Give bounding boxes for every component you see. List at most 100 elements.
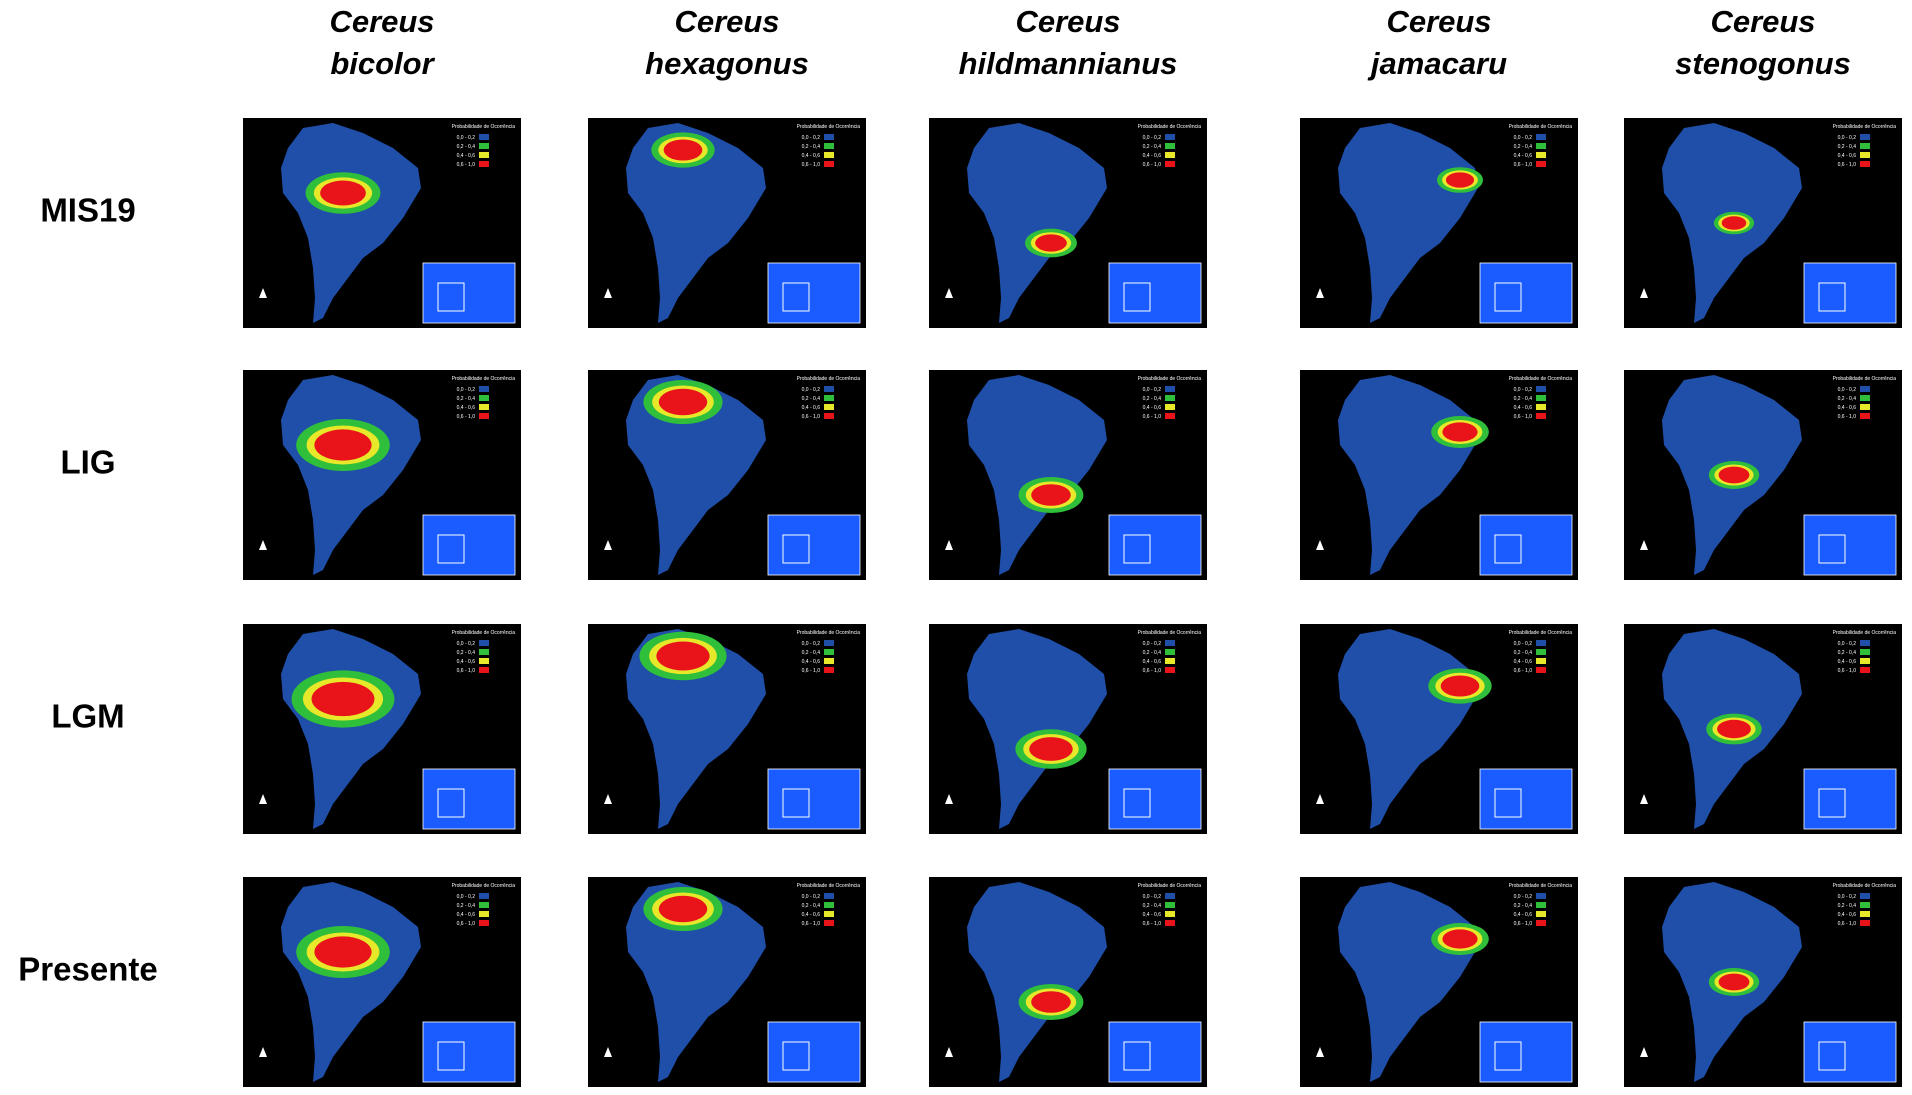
hotspot: [1031, 991, 1071, 1013]
hotspot: [1029, 737, 1073, 761]
inset-map: [1109, 769, 1201, 829]
legend-swatch: [1165, 134, 1175, 140]
legend-swatch: [824, 649, 834, 655]
legend-swatch: [1536, 413, 1546, 419]
legend-label: 0,0 - 0,2: [1838, 894, 1857, 900]
legend-label: 0,4 - 0,6: [1838, 659, 1857, 665]
legend-swatch: [1860, 386, 1870, 392]
hotspot: [1717, 720, 1751, 738]
legend-label: 0,4 - 0,6: [457, 405, 476, 411]
legend-label: 0,6 - 1,0: [1514, 162, 1533, 168]
legend-swatch: [1165, 640, 1175, 646]
column-title: stenogonus: [1675, 46, 1851, 81]
legend-label: 0,4 - 0,6: [802, 659, 821, 665]
map-panel: Probabilidade de Ocorrência0,0 - 0,20,2 …: [929, 370, 1207, 580]
legend-swatch: [1536, 902, 1546, 908]
legend-swatch: [824, 134, 834, 140]
legend-label: 0,6 - 1,0: [802, 921, 821, 927]
row-label: LIG: [61, 444, 116, 481]
hotspot: [1719, 974, 1750, 991]
page: {"columns": [ {"genus": "Cereus", "speci…: [0, 0, 1912, 1095]
legend-title: Probabilidade de Ocorrência: [452, 883, 516, 889]
legend-label: 0,4 - 0,6: [1143, 659, 1162, 665]
legend-label: 0,6 - 1,0: [457, 668, 476, 674]
legend-swatch: [1860, 413, 1870, 419]
legend-label: 0,2 - 0,4: [802, 396, 821, 402]
inset-map: [423, 515, 515, 575]
legend-swatch: [1165, 658, 1175, 664]
legend-swatch: [1536, 667, 1546, 673]
legend-title: Probabilidade de Ocorrência: [1509, 376, 1573, 382]
inset-map: [1109, 263, 1201, 323]
legend-swatch: [1165, 152, 1175, 158]
legend-swatch: [1165, 395, 1175, 401]
legend-label: 0,0 - 0,2: [802, 387, 821, 393]
map-panel: Probabilidade de Ocorrência0,0 - 0,20,2 …: [929, 624, 1207, 834]
map-panel: Probabilidade de Ocorrência0,0 - 0,20,2 …: [588, 118, 866, 328]
column-title: Cereus: [674, 4, 779, 39]
hotspot: [659, 896, 707, 922]
legend-label: 0,0 - 0,2: [1514, 641, 1533, 647]
map-panel: Probabilidade de Ocorrência 0,0 - 0,2 0,2 …: [1624, 877, 1902, 1087]
column-title: hildmannianus: [959, 46, 1178, 81]
inset-map: [768, 1022, 860, 1082]
map-panel: Probabilidade de Ocorrência0,0 - 0,20,2 …: [929, 118, 1207, 328]
legend-swatch: [1860, 161, 1870, 167]
legend-swatch: [479, 649, 489, 655]
column-title: Cereus: [1386, 4, 1491, 39]
inset-map: [1109, 1022, 1201, 1082]
legend-label: 0,4 - 0,6: [802, 912, 821, 918]
legend-title: Probabilidade de Ocorrência: [452, 630, 516, 636]
legend-label: 0,0 - 0,2: [1838, 641, 1857, 647]
legend-title: Probabilidade de Ocorrência: [452, 376, 516, 382]
legend-swatch: [1536, 893, 1546, 899]
legend-swatch: [479, 893, 489, 899]
legend-title: Probabilidade de Ocorrência: [797, 124, 861, 130]
legend-label: 0,0 - 0,2: [1514, 894, 1533, 900]
legend-swatch: [1165, 649, 1175, 655]
legend-swatch: [479, 386, 489, 392]
inset-map: [1480, 515, 1572, 575]
legend-title: Probabilidade de Ocorrência: [1138, 883, 1202, 889]
legend-swatch: [824, 152, 834, 158]
legend-swatch: [1165, 386, 1175, 392]
legend-swatch: [1165, 902, 1175, 908]
legend-label: 0,0 - 0,2: [1514, 135, 1533, 141]
legend-swatch: [479, 920, 489, 926]
column-title: bicolor: [330, 46, 435, 81]
legend-label: 0,2 - 0,4: [1838, 903, 1857, 909]
inset-map: [1804, 769, 1896, 829]
legend-swatch: [1536, 395, 1546, 401]
hotspot: [1441, 675, 1480, 696]
legend-label: 0,6 - 1,0: [1838, 668, 1857, 674]
map-panel: Probabilidade de Ocorrência0,0 - 0,20,2 …: [588, 624, 866, 834]
legend-swatch: [1536, 658, 1546, 664]
legend-swatch: [1536, 152, 1546, 158]
inset-map: [423, 263, 515, 323]
legend-label: 0,4 - 0,6: [457, 153, 476, 159]
legend-swatch: [1536, 386, 1546, 392]
legend-title: Probabilidade de Ocorrência: [1833, 883, 1897, 889]
legend-swatch: [1860, 920, 1870, 926]
legend-label: 0,6 - 1,0: [457, 921, 476, 927]
legend-label: 0,0 - 0,2: [457, 641, 476, 647]
column-title: jamacaru: [1367, 46, 1507, 81]
legend-swatch: [479, 667, 489, 673]
column-title: hexagonus: [645, 46, 809, 81]
legend-label: 0,4 - 0,6: [1143, 405, 1162, 411]
map-panel: Probabilidade de Ocorrência0,0 - 0,20,2 …: [1300, 370, 1578, 580]
legend-title: Probabilidade de Ocorrência: [452, 124, 516, 130]
figure: Cereus bicolor Probabilidade de Ocorrência…: [0, 0, 1912, 1095]
legend-label: 0,0 - 0,2: [457, 135, 476, 141]
map-panel: Probabilidade de Ocorrência0,0 - 0,20,2 …: [929, 877, 1207, 1087]
inset-map: [768, 769, 860, 829]
legend-swatch: [824, 404, 834, 410]
hotspot: [1446, 172, 1474, 187]
legend-swatch: [1860, 395, 1870, 401]
legend-label: 0,2 - 0,4: [1143, 144, 1162, 150]
legend-swatch: [479, 134, 489, 140]
legend-label: 0,6 - 1,0: [1143, 162, 1162, 168]
legend-title: Probabilidade de Ocorrência: [1138, 124, 1202, 130]
legend-label: 0,2 - 0,4: [457, 396, 476, 402]
